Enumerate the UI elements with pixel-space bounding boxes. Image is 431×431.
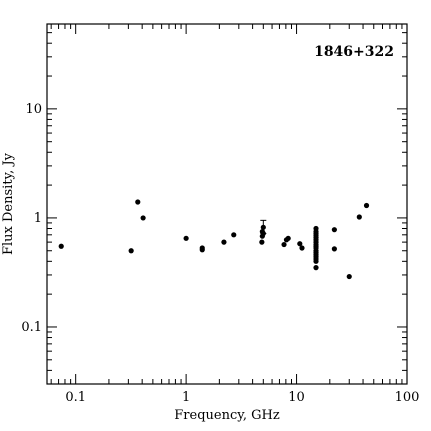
data-point (140, 215, 146, 221)
data-point (260, 230, 266, 237)
data-point (58, 243, 64, 249)
data-point (313, 258, 319, 264)
data-point (259, 239, 265, 245)
x-axis-label: Frequency, GHz (174, 408, 280, 423)
data-point (299, 245, 305, 251)
data-point (128, 248, 134, 254)
data-point (221, 239, 227, 245)
data-point (346, 273, 352, 280)
data-points (58, 199, 370, 280)
data-point (281, 241, 287, 248)
chart-title: 1846+322 (314, 44, 394, 60)
data-point (285, 235, 291, 241)
x-tick-label: 0.1 (65, 390, 86, 405)
y-tick-label: 0.1 (21, 320, 42, 335)
tick-labels: 0.1 1 10 100 0.1 1 10 (21, 102, 419, 405)
x-tick-label: 100 (395, 390, 420, 405)
data-point (260, 224, 266, 230)
x-tick-label: 1 (182, 390, 190, 405)
data-point (313, 265, 319, 271)
data-point (363, 202, 370, 209)
y-axis-label: Flux Density, Jy (1, 152, 16, 255)
data-point (183, 235, 189, 241)
y-tick-label: 1 (34, 211, 42, 226)
data-point (135, 199, 141, 205)
axis-ticks (47, 23, 408, 385)
data-point (199, 247, 205, 253)
data-point (356, 214, 362, 220)
plot-frame (46, 23, 408, 385)
y-tick-label: 10 (25, 102, 42, 117)
data-point (297, 241, 303, 247)
data-point (231, 232, 237, 238)
data-point (331, 227, 337, 233)
data-point (331, 246, 337, 252)
x-tick-label: 10 (288, 390, 305, 405)
